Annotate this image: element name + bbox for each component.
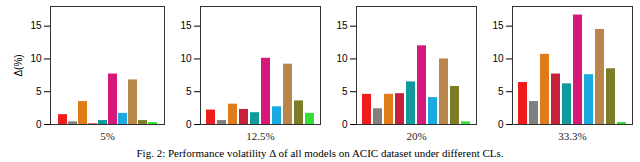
svg-text:20%: 20% xyxy=(406,130,426,142)
svg-text:0: 0 xyxy=(498,119,504,130)
svg-text:15: 15 xyxy=(180,20,192,31)
svg-text:5: 5 xyxy=(498,86,504,97)
svg-text:10: 10 xyxy=(30,53,42,64)
svg-text:0: 0 xyxy=(342,119,348,130)
svg-text:15: 15 xyxy=(492,20,504,31)
svg-text:33.3%: 33.3% xyxy=(558,130,586,142)
svg-text:12.5%: 12.5% xyxy=(246,130,274,142)
svg-text:15: 15 xyxy=(30,20,42,31)
svg-text:0: 0 xyxy=(186,119,192,130)
svg-text:Δ(%): Δ(%) xyxy=(13,54,24,76)
svg-text:10: 10 xyxy=(492,53,504,64)
svg-text:10: 10 xyxy=(336,53,348,64)
svg-text:5%: 5% xyxy=(100,130,115,142)
html-text:Fig. 2: Performance volatility: Fig. 2: Performance volatility Δ of all … xyxy=(136,147,504,159)
svg-text:5: 5 xyxy=(342,86,348,97)
svg-text:5: 5 xyxy=(36,86,42,97)
svg-text:15: 15 xyxy=(336,20,348,31)
svg-text:10: 10 xyxy=(180,53,192,64)
svg-text:0: 0 xyxy=(36,119,42,130)
svg-text:5: 5 xyxy=(186,86,192,97)
